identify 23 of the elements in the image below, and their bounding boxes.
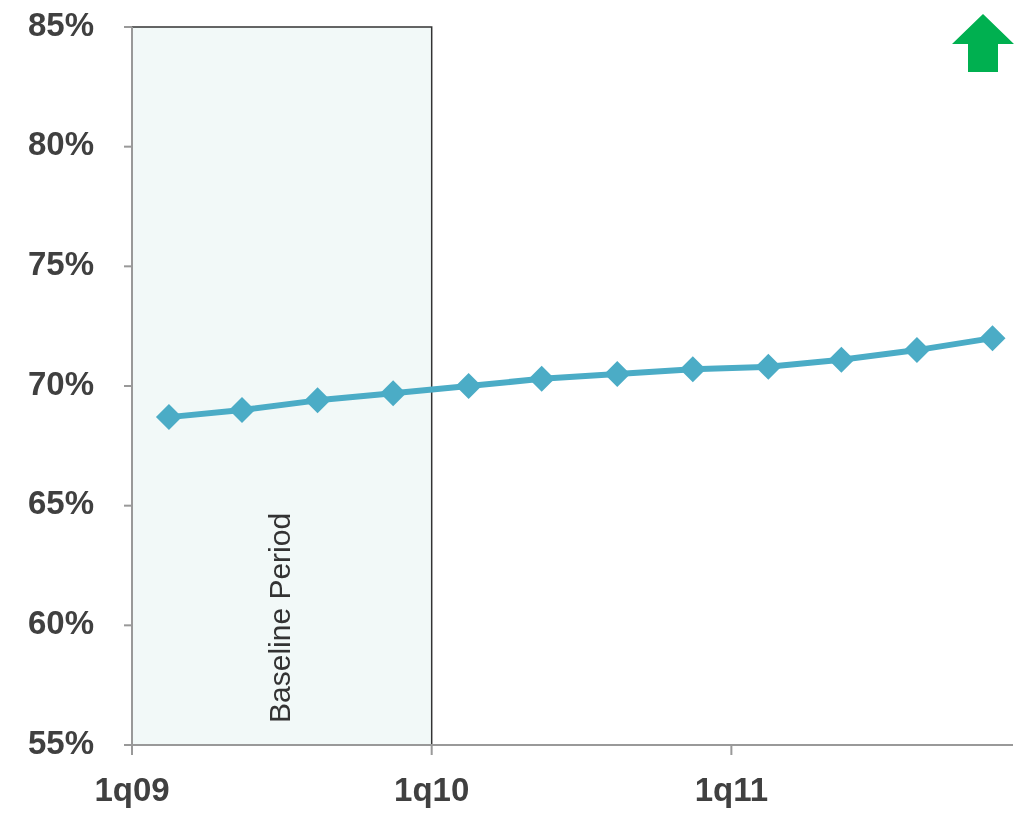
x-tick-label: 1q09 (94, 771, 170, 808)
x-tick-label: 1q10 (394, 771, 470, 808)
point (229, 396, 256, 423)
point (155, 404, 182, 431)
point (679, 356, 706, 383)
point (455, 373, 482, 399)
y-tick-label: 75% (27, 245, 94, 283)
y-tick-label: 80% (27, 125, 94, 163)
point (528, 365, 555, 392)
point (755, 353, 782, 380)
point (903, 337, 930, 364)
point (304, 387, 331, 414)
y-tick-label: 65% (27, 484, 94, 522)
y-tick-label: 55% (27, 723, 94, 761)
y-tick-label: 70% (27, 364, 94, 402)
y-tick-label: 60% (27, 604, 94, 642)
point (604, 361, 631, 388)
point (828, 346, 855, 373)
point (979, 325, 1006, 352)
x-tick-label: 1q11 (694, 771, 769, 808)
point (380, 380, 407, 407)
y-tick-label: 85% (27, 5, 94, 43)
band-label: Baseline Period (262, 512, 296, 723)
